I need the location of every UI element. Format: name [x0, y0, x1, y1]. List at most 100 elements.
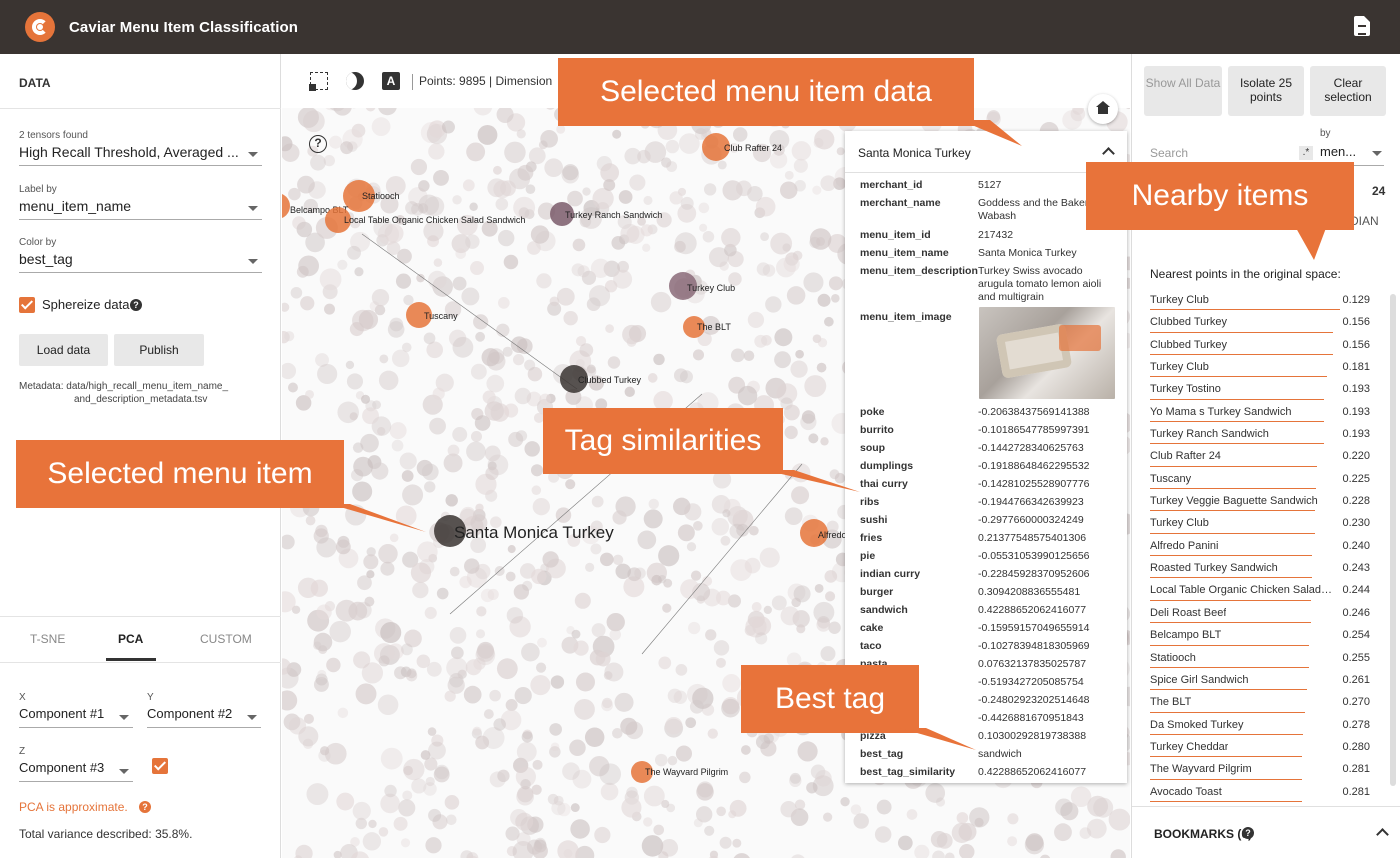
data-point[interactable] — [756, 262, 771, 276]
data-point[interactable] — [522, 580, 533, 592]
data-point[interactable] — [444, 690, 456, 702]
data-point[interactable] — [366, 570, 375, 579]
data-point[interactable] — [812, 185, 822, 195]
data-point[interactable] — [579, 215, 592, 228]
data-point[interactable] — [346, 373, 364, 390]
data-point[interactable] — [562, 164, 579, 181]
neighbor-item[interactable]: Alfredo Panini 0.240 — [1150, 536, 1370, 558]
data-point[interactable] — [497, 769, 510, 783]
chevron-up-icon[interactable] — [1376, 828, 1389, 841]
data-point[interactable] — [493, 718, 506, 731]
data-point[interactable] — [447, 676, 465, 694]
data-point[interactable] — [816, 237, 826, 246]
document-icon[interactable] — [1354, 16, 1370, 36]
data-point[interactable] — [412, 581, 429, 599]
data-point[interactable] — [452, 195, 462, 205]
data-point[interactable] — [590, 258, 611, 279]
data-point[interactable] — [516, 832, 531, 847]
data-point[interactable] — [340, 141, 354, 155]
highlighted-point[interactable] — [560, 365, 588, 393]
data-point[interactable] — [755, 196, 776, 217]
data-point[interactable] — [449, 566, 460, 577]
data-point[interactable] — [282, 330, 290, 344]
data-point[interactable] — [672, 497, 691, 516]
data-point[interactable] — [813, 601, 835, 623]
data-point[interactable] — [364, 596, 375, 607]
data-point[interactable] — [581, 525, 601, 545]
data-point[interactable] — [550, 675, 565, 689]
data-point[interactable] — [380, 747, 403, 770]
data-point[interactable] — [702, 230, 715, 243]
data-point[interactable] — [820, 175, 837, 192]
data-point[interactable] — [701, 316, 721, 335]
data-point[interactable] — [673, 368, 688, 383]
data-point[interactable] — [732, 509, 754, 531]
data-point[interactable] — [505, 826, 520, 841]
data-point[interactable] — [498, 297, 510, 309]
data-point[interactable] — [418, 180, 430, 192]
data-point[interactable] — [297, 175, 315, 194]
data-point[interactable] — [432, 387, 445, 400]
data-point[interactable] — [532, 497, 550, 516]
data-point[interactable] — [300, 296, 315, 311]
data-point[interactable] — [448, 329, 467, 348]
data-point[interactable] — [362, 407, 379, 425]
data-point[interactable] — [1110, 849, 1126, 858]
data-point[interactable] — [563, 311, 578, 326]
data-point[interactable] — [416, 654, 431, 669]
data-point[interactable] — [850, 804, 862, 815]
data-point[interactable] — [506, 607, 524, 624]
data-point[interactable] — [484, 401, 504, 421]
data-point[interactable] — [784, 170, 794, 180]
data-point[interactable] — [378, 827, 389, 837]
data-point[interactable] — [291, 605, 301, 614]
data-point[interactable] — [565, 388, 582, 405]
data-point[interactable] — [932, 850, 945, 858]
data-point[interactable] — [579, 343, 594, 357]
data-point[interactable] — [686, 542, 697, 552]
data-point[interactable] — [678, 133, 700, 154]
data-point[interactable] — [335, 539, 351, 555]
data-point[interactable] — [393, 816, 408, 831]
neighbor-item[interactable]: Turkey Club 0.129 — [1150, 290, 1370, 312]
data-point[interactable] — [824, 316, 834, 327]
data-point[interactable] — [305, 389, 315, 399]
data-point[interactable] — [391, 349, 410, 368]
data-point[interactable] — [380, 195, 399, 214]
data-point[interactable] — [475, 629, 486, 639]
load-data-button[interactable]: Load data — [19, 334, 108, 366]
data-point[interactable] — [354, 267, 364, 277]
tab-tsne[interactable]: T-SNE — [30, 632, 66, 646]
data-point[interactable] — [702, 576, 713, 587]
data-point[interactable] — [516, 129, 526, 139]
data-point[interactable] — [426, 661, 442, 677]
data-point[interactable] — [481, 220, 498, 237]
data-point[interactable] — [315, 673, 328, 686]
data-point[interactable] — [476, 643, 495, 662]
data-point[interactable] — [780, 606, 800, 626]
data-point[interactable] — [513, 584, 530, 600]
data-point[interactable] — [512, 354, 525, 366]
data-point[interactable] — [730, 348, 745, 363]
data-point[interactable] — [418, 194, 440, 216]
data-point[interactable] — [897, 835, 913, 851]
data-point[interactable] — [643, 509, 663, 529]
data-point[interactable] — [816, 362, 827, 373]
data-point[interactable] — [796, 624, 806, 634]
data-point[interactable] — [435, 373, 454, 392]
data-point[interactable] — [629, 174, 646, 191]
data-point[interactable] — [345, 360, 355, 370]
data-point[interactable] — [475, 503, 484, 512]
data-point[interactable] — [582, 187, 591, 196]
data-point[interactable] — [310, 154, 326, 171]
data-point[interactable] — [760, 232, 769, 242]
data-point[interactable] — [411, 778, 427, 794]
data-point[interactable] — [410, 562, 432, 583]
data-point[interactable] — [956, 812, 969, 824]
data-point[interactable] — [470, 514, 488, 532]
data-point[interactable] — [752, 616, 772, 636]
data-point[interactable] — [660, 839, 679, 857]
data-point[interactable] — [751, 602, 762, 612]
data-point[interactable] — [303, 110, 325, 133]
data-point[interactable] — [502, 346, 513, 357]
